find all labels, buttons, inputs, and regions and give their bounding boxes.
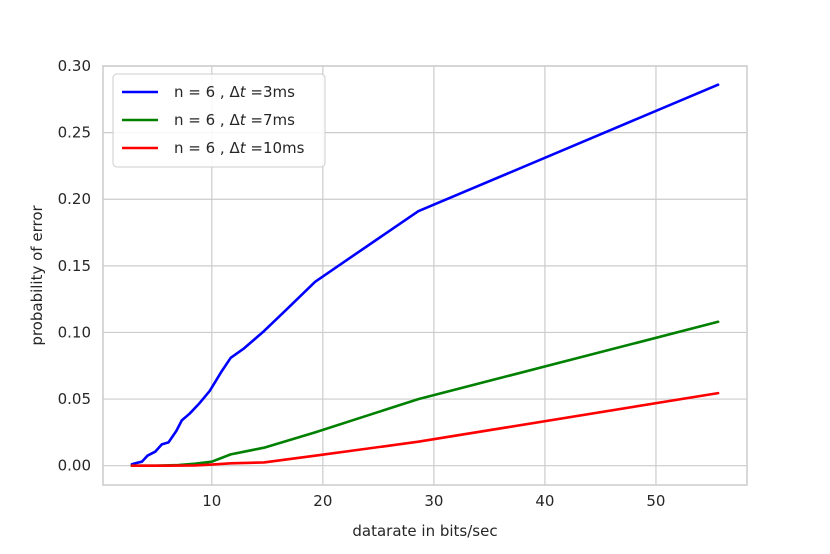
x-tick-label: 30 bbox=[424, 492, 443, 510]
y-tick-labels: 0.00 0.05 0.10 0.15 0.20 0.25 0.30 bbox=[58, 57, 91, 475]
plot-frame bbox=[102, 65, 748, 486]
y-tick-label: 0.05 bbox=[58, 390, 91, 408]
legend-entry-1: n = 6 , Δt =3ms bbox=[174, 83, 295, 101]
x-tick-label: 40 bbox=[535, 492, 554, 510]
series-line-2 bbox=[130, 320, 720, 468]
series-line-1 bbox=[130, 83, 720, 466]
series-lines bbox=[130, 83, 720, 468]
x-axis-label: datarate in bits/sec bbox=[352, 522, 497, 540]
y-tick-label: 0.25 bbox=[58, 124, 91, 142]
y-tick-label: 0.10 bbox=[58, 323, 91, 341]
legend-box bbox=[112, 73, 326, 168]
y-tick-label: 0.00 bbox=[58, 457, 91, 475]
series-line-3 bbox=[130, 391, 720, 468]
legend-entry-2: n = 6 , Δt =7ms bbox=[174, 111, 295, 129]
legend-entry-3: n = 6 , Δt =10ms bbox=[174, 139, 305, 157]
y-axis-label: probability of error bbox=[28, 204, 46, 345]
x-tick-label: 50 bbox=[646, 492, 665, 510]
x-tick-label: 10 bbox=[202, 492, 221, 510]
y-tick-label: 0.30 bbox=[58, 57, 91, 75]
y-tick-label: 0.15 bbox=[58, 257, 91, 275]
legend: n = 6 , Δt =3ms n = 6 , Δt =7ms n = 6 , Δt… bbox=[112, 73, 326, 168]
x-tick-label: 20 bbox=[313, 492, 332, 510]
y-tick-label: 0.20 bbox=[58, 190, 91, 208]
x-tick-labels: 10 20 30 40 50 bbox=[202, 492, 665, 510]
